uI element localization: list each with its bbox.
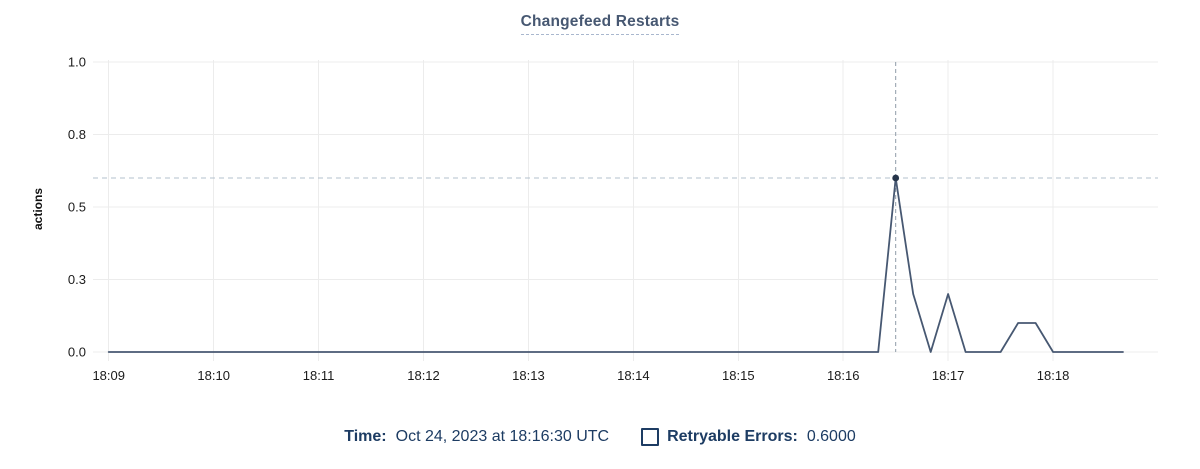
x-tick-label: 18:15 <box>722 368 755 383</box>
x-tick-label: 18:09 <box>92 368 125 383</box>
x-tick-label: 18:10 <box>197 368 230 383</box>
x-tick-label: 18:14 <box>617 368 650 383</box>
hover-legend: Time: Oct 24, 2023 at 18:16:30 UTC Retry… <box>0 421 1200 453</box>
legend-item-retryable-errors[interactable]: Retryable Errors: 0.6000 <box>641 428 856 446</box>
time-value: Oct 24, 2023 at 18:16:30 UTC <box>395 428 610 445</box>
x-tick-label: 18:17 <box>932 368 965 383</box>
series-swatch-icon <box>641 428 660 446</box>
chart-title[interactable]: Changefeed Restarts <box>520 13 680 35</box>
crosshair-dot <box>892 174 900 182</box>
y-tick-label: 0.8 <box>68 127 86 142</box>
y-tick-label: 0.3 <box>68 272 86 287</box>
chart-header: Changefeed Restarts <box>0 13 1200 35</box>
x-tick-label: 18:18 <box>1037 368 1070 383</box>
y-tick-label: 0.5 <box>68 200 86 215</box>
y-tick-label: 0.0 <box>68 345 86 360</box>
x-tick-label: 18:13 <box>512 368 545 383</box>
time-label: Time: <box>344 428 387 445</box>
y-tick-label: 1.0 <box>68 55 86 70</box>
series-line-retryable-errors <box>107 177 1124 353</box>
x-tick-label: 18:12 <box>407 368 440 383</box>
series-label: Retryable Errors: <box>667 428 798 445</box>
x-tick-label: 18:11 <box>303 368 335 383</box>
plot-svg[interactable]: 0.0 0.3 0.5 0.8 1.0 18:09 18:10 18:11 18:12 18:13… <box>0 0 1200 400</box>
x-tick-label: 18:16 <box>827 368 860 383</box>
chart-area: actions 0.0 0.3 0.5 0.8 1.0 18:09 18:10 18:11 18… <box>0 0 1200 400</box>
series-value: 0.6000 <box>806 428 856 445</box>
